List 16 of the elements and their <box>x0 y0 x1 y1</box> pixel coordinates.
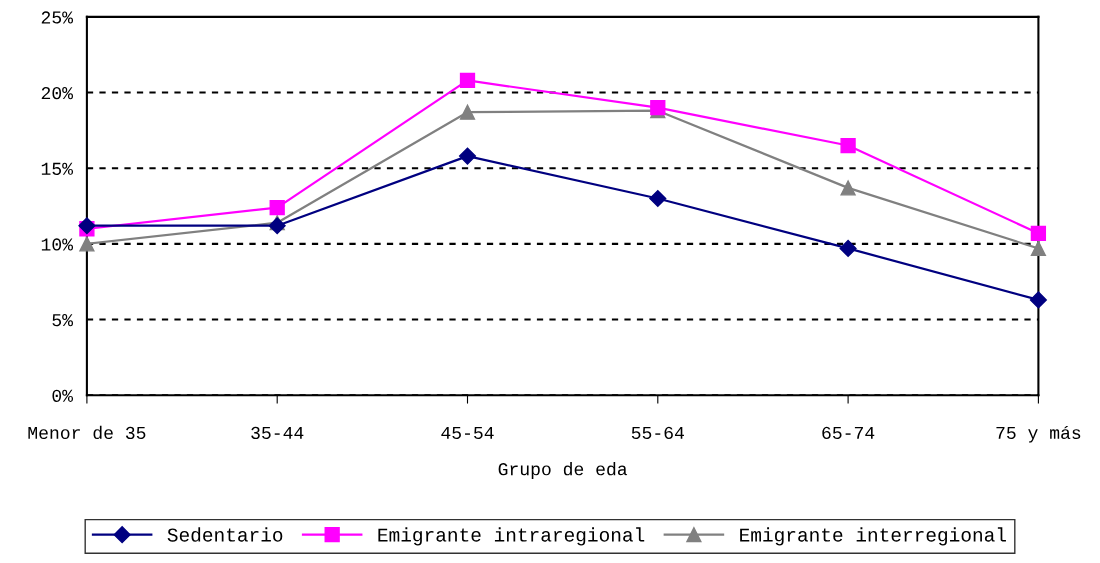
y-tick-label: 25% <box>41 11 74 24</box>
x-tick-label: 55-64 <box>631 426 684 440</box>
x-tick-label: 65-74 <box>822 426 875 440</box>
y-tick-label: 0% <box>52 389 74 402</box>
legend-label: Emigrante interregional <box>740 527 1006 546</box>
y-tick-label: 20% <box>41 87 74 100</box>
y-tick-label: 10% <box>41 238 74 251</box>
legend-label: Emigrante intraregional <box>378 527 645 546</box>
x-axis-title: Grupo de eda <box>498 462 628 479</box>
x-tick-label: Menor de 35 <box>28 425 146 440</box>
y-tick-label: 15% <box>41 162 74 175</box>
x-tick-label: 45-54 <box>441 426 494 440</box>
x-tick-label: 75 y más <box>996 425 1081 443</box>
y-tick-label: 5% <box>52 314 74 327</box>
legend-label: Sedentario <box>167 527 283 542</box>
x-tick-label: 35-44 <box>251 426 304 440</box>
